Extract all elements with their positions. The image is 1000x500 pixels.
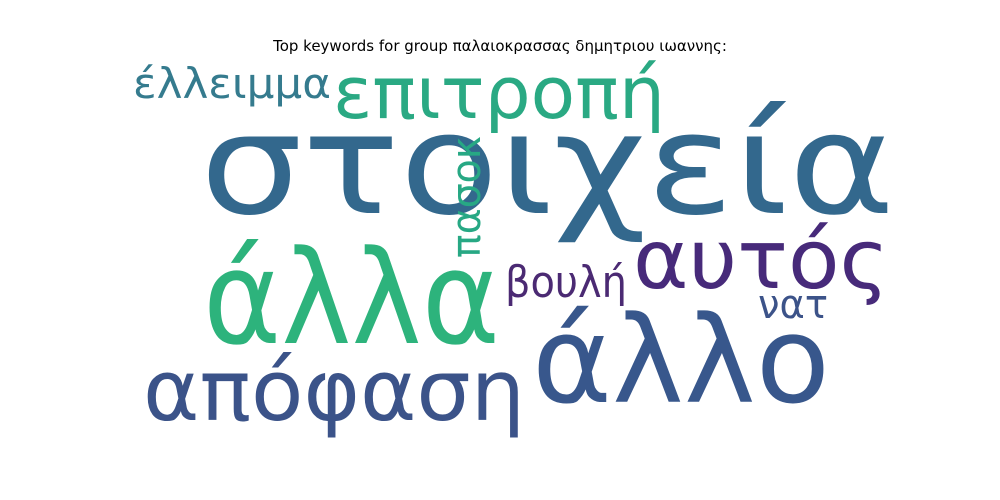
word-6: αυτός [633, 213, 889, 308]
word-4: απόφαση [143, 342, 525, 441]
word-9: βουλή [505, 257, 627, 308]
chart-title: Top keywords for group παλαιοκρασσας δημ… [273, 37, 727, 55]
word-10: νατ [758, 282, 828, 328]
word-1: στοιχεία [200, 84, 895, 247]
word-3: άλλο [532, 292, 830, 431]
word-2: άλλα [203, 222, 500, 374]
word-8: πασοκ [444, 136, 490, 258]
word-5: επιτροπή [333, 51, 665, 135]
word-7: έλλειμμα [133, 59, 331, 108]
